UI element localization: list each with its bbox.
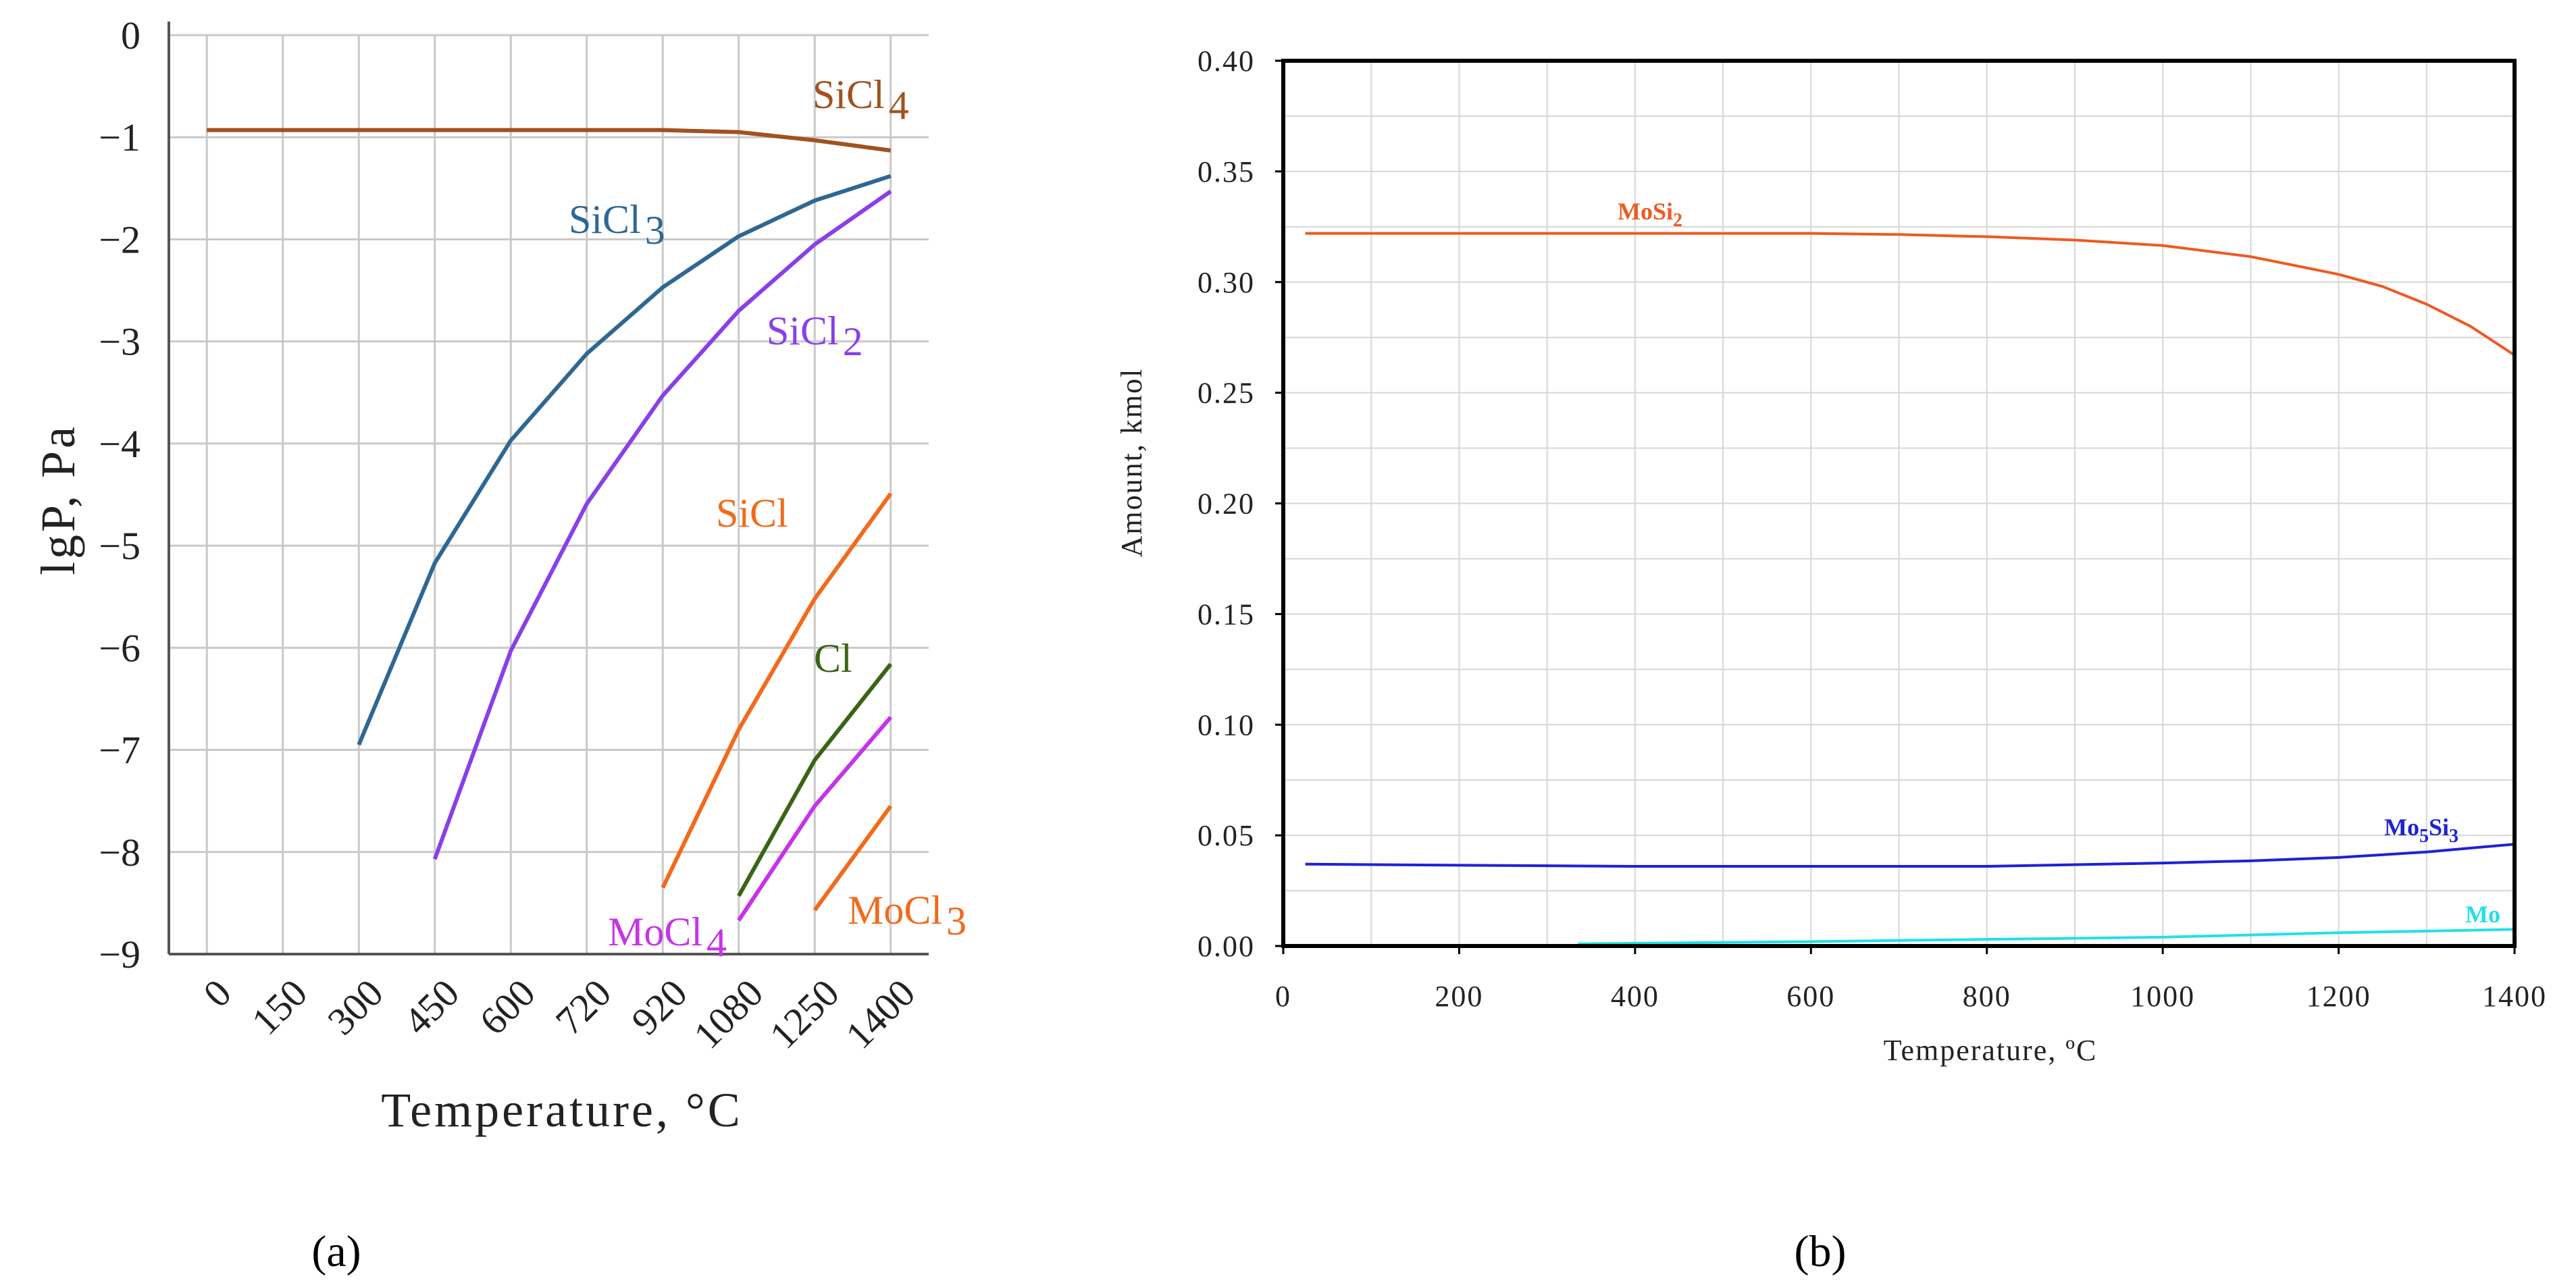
b-y-tick-label-6: 0.30	[1197, 266, 1255, 299]
chart-a: SiCl 4 SiCl 3 SiCl 2 SiCl Cl MoCl 4 MoCl 3 0 −1 −2 −3 −…	[31, 14, 967, 1137]
b-y-tick-label-0: 0.00	[1197, 930, 1255, 963]
b-y-tick-label-2: 0.10	[1197, 708, 1255, 741]
b-grid	[1283, 61, 2515, 946]
b-y-tick-label-4: 0.20	[1197, 488, 1255, 521]
b-y-tick-label-3: 0.15	[1197, 598, 1255, 631]
a-series-label-sicl2: SiCl 2	[767, 309, 863, 364]
a-y-tick-label-6: −6	[99, 626, 140, 670]
b-x-tick-label-5: 1000	[2130, 980, 2195, 1013]
b-series	[1305, 232, 2516, 945]
a-y-tick-label-2: −2	[99, 217, 140, 261]
a-x-tick-label-5: 720	[547, 971, 619, 1043]
a-series	[207, 128, 893, 922]
a-x-tick-label-1: 150	[243, 971, 315, 1043]
a-y-tick-label-3: −3	[99, 320, 140, 364]
a-series-label-sicl4: SiCl 4	[813, 72, 909, 128]
a-xlabel: Temperature, °C	[381, 1083, 743, 1137]
b-series-label-mo: Mo	[2465, 901, 2500, 928]
b-x-tick-label-0: 0	[1275, 980, 1291, 1013]
b-series-line-mo	[1578, 928, 2515, 945]
a-series-line-cl	[737, 662, 893, 897]
a-x-tick-label-6: 920	[623, 971, 695, 1043]
a-series-line-sicl2	[432, 189, 892, 860]
a-series-label-cl: Cl	[814, 636, 852, 681]
a-grid	[169, 34, 929, 955]
a-series-line-sicl	[661, 492, 893, 889]
a-y-tick-label-9: −9	[99, 933, 140, 976]
b-x-tick-label-1: 200	[1435, 980, 1483, 1013]
a-y-tick-label-1: −1	[99, 115, 140, 159]
a-ylabel: lgP, Pa	[31, 424, 85, 575]
panel-label-a: (a)	[311, 1227, 361, 1276]
panel-label-b: (b)	[1795, 1227, 1847, 1276]
b-series-label-mosi2: MoSi2	[1618, 198, 1682, 231]
a-x-tick-label-7: 1080	[685, 971, 771, 1057]
a-x-tick-label-4: 600	[471, 971, 543, 1043]
b-series-label-mo5si3: Mo5Si3	[2384, 814, 2458, 847]
a-series-label-sicl3: SiCl 3	[569, 197, 665, 253]
a-x-tick-label-9: 1400	[837, 971, 923, 1057]
a-y-tick-label-0: 0	[121, 14, 140, 57]
a-x-tick-label-0: 0	[195, 971, 239, 1016]
a-series-label-mocl3: MoCl 3	[848, 888, 967, 943]
b-series-line-mo5si3	[1305, 843, 2515, 868]
b-y-tick-label-7: 0.35	[1197, 155, 1255, 188]
a-series-line-sicl4	[207, 128, 892, 153]
a-series-line-mocl3	[813, 804, 893, 912]
a-series-label-mocl4: MoCl 4	[608, 910, 727, 965]
a-series-line-sicl3	[357, 174, 892, 746]
a-series-line-mocl4	[737, 716, 893, 922]
a-x-tick-label-2: 300	[319, 971, 391, 1043]
b-x-tick-label-3: 600	[1786, 980, 1835, 1013]
b-x-tick-label-4: 800	[1963, 980, 2011, 1013]
b-series-line-mosi2	[1305, 232, 2516, 357]
b-labels: MoSi2 Mo5Si3 Mo	[1618, 198, 2500, 928]
b-xlabel: Temperature, ºC	[1884, 1034, 2098, 1067]
a-x-tick-label-8: 1250	[761, 971, 848, 1057]
b-x-tick-label-6: 1200	[2307, 980, 2371, 1013]
b-y-tick-label-5: 0.25	[1197, 377, 1255, 410]
a-y-tick-label-7: −7	[99, 729, 140, 772]
a-series-label-sicl: SiCl	[716, 491, 788, 535]
b-x-tick-label-7: 1400	[2482, 980, 2547, 1013]
a-axes	[168, 22, 929, 955]
a-y-tick-label-5: −5	[99, 524, 140, 568]
b-y-tick-label-1: 0.05	[1197, 819, 1255, 852]
a-labels: SiCl 4 SiCl 3 SiCl 2 SiCl Cl MoCl 4 MoCl 3	[569, 72, 967, 965]
a-y-tick-label-4: −4	[99, 422, 140, 466]
b-x-tick-label-2: 400	[1611, 980, 1659, 1013]
a-y-tick-label-8: −8	[99, 831, 140, 874]
b-ylabel: Amount, kmol	[1115, 368, 1148, 558]
b-ticks: 0.00 0.05 0.10 0.15 0.20 0.25 0.30 0.35 0.40 0 200…	[1197, 45, 2547, 1013]
a-x-tick-label-3: 450	[395, 971, 467, 1043]
b-y-tick-label-8: 0.40	[1197, 45, 1255, 78]
